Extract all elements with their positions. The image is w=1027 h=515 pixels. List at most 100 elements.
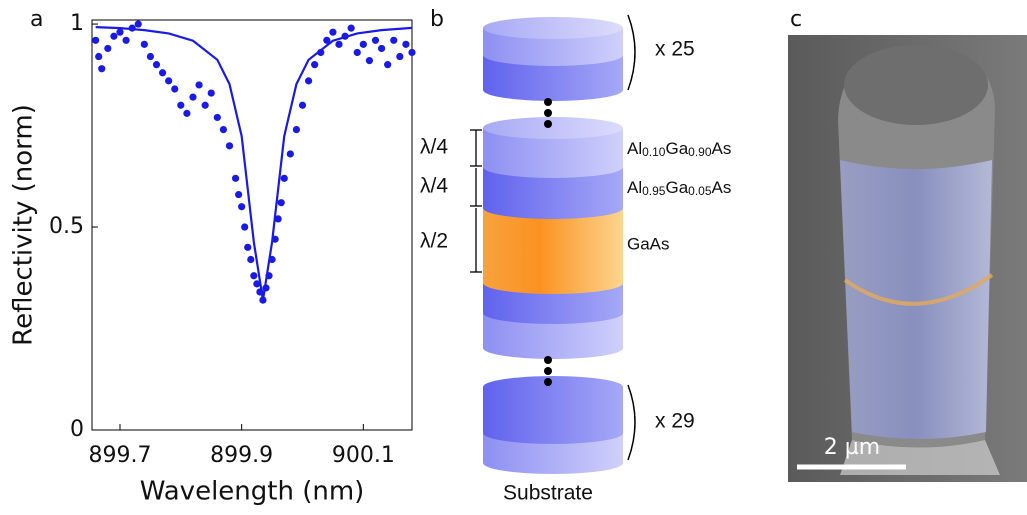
- data-point: [292, 126, 301, 134]
- layer: [483, 422, 623, 444]
- data-point: [277, 199, 285, 207]
- y-tick-label: 0.5: [49, 214, 84, 239]
- data-point: [335, 40, 343, 48]
- data-point: [329, 28, 337, 36]
- data-point: [189, 93, 197, 101]
- data-point: [219, 126, 228, 134]
- fit-line: [95, 26, 413, 301]
- scale-bar-label: 2 µm: [824, 435, 880, 460]
- data-point: [235, 190, 243, 199]
- x-tick-label: 899.9: [210, 443, 273, 468]
- layer: [483, 452, 623, 474]
- data-point: [122, 36, 130, 44]
- data-point: [247, 255, 255, 264]
- panel-label: c: [790, 7, 802, 32]
- data-point: [396, 52, 404, 61]
- data-point: [92, 36, 100, 44]
- repeat-label: x 25: [655, 38, 695, 61]
- data-point: [116, 28, 124, 36]
- data-point: [384, 61, 392, 69]
- layer: [483, 44, 623, 66]
- data-point: [304, 77, 313, 85]
- data-point: [146, 52, 155, 61]
- data-point: [238, 203, 246, 211]
- data-point: [347, 24, 355, 32]
- data-point: [158, 69, 167, 77]
- layer: [483, 197, 623, 219]
- data-point: [171, 85, 179, 93]
- data-point: [241, 223, 249, 231]
- layer: [483, 208, 623, 283]
- data-point: [371, 36, 380, 44]
- substrate-label: Substrate: [503, 482, 593, 505]
- data-point: [323, 36, 331, 44]
- data-point: [195, 81, 203, 89]
- data-point: [207, 89, 215, 97]
- data-point: [253, 280, 261, 288]
- x-axis-title: Wavelength (nm): [140, 477, 365, 507]
- pillar-top: [844, 45, 988, 125]
- data-point: [286, 150, 294, 158]
- layer: [483, 302, 623, 324]
- x-tick-label: 900.1: [332, 443, 395, 468]
- cavity-layer: [843, 273, 994, 306]
- layer-label: Al0.95Ga0.05As: [627, 178, 731, 198]
- data-point: [408, 48, 416, 57]
- data-point: [95, 52, 103, 61]
- layer-stack: [483, 17, 623, 474]
- data-point: [402, 40, 410, 48]
- plot-frame: [91, 19, 413, 431]
- data-point: [359, 40, 367, 48]
- thickness-label: λ/2: [420, 230, 448, 253]
- thickness-label: λ/4: [420, 136, 448, 159]
- data-point: [231, 174, 240, 182]
- panel-label: b: [430, 7, 444, 32]
- data-point: [213, 113, 221, 122]
- data-point: [98, 65, 106, 73]
- panel-c: c 2 µm: [788, 7, 1027, 482]
- data-point: [165, 77, 173, 85]
- layer: [483, 337, 623, 359]
- data-point: [201, 101, 209, 109]
- data-point: [152, 61, 161, 69]
- data-point: [274, 215, 282, 223]
- layer-top: [483, 376, 623, 398]
- data-point: [353, 48, 361, 57]
- layer-label: Al0.10Ga0.90As: [627, 139, 731, 159]
- data-point: [177, 101, 185, 109]
- pillar-dbr: [840, 160, 992, 439]
- layer: [483, 79, 623, 101]
- repeat-label: x 29: [655, 410, 695, 433]
- data-point: [280, 174, 288, 182]
- data-point: [104, 44, 112, 53]
- data-point: [365, 56, 374, 65]
- panel-a: a 0 0.5 1 899.7 899.9 900.1 Wavelength (nm) Ref…: [9, 7, 416, 507]
- layer-top: [483, 17, 623, 39]
- thickness-arrows: [470, 129, 482, 273]
- data-point: [244, 243, 252, 251]
- ellipsis-dots: [544, 98, 552, 386]
- data-point: [377, 44, 386, 53]
- x-tick-label: 899.7: [88, 443, 151, 468]
- thickness-label: λ/4: [420, 175, 448, 198]
- data-point: [134, 20, 142, 28]
- y-tick-label: 0: [70, 417, 84, 442]
- data-point: [183, 109, 191, 117]
- layer: [483, 272, 623, 294]
- panel-label: a: [30, 7, 43, 32]
- braces: [627, 14, 636, 461]
- panel-b: b x 25 x 29 λ/4 λ/4 λ/2 Al0.10Ga0.90As A…: [420, 7, 731, 505]
- data-point: [250, 272, 258, 280]
- layer-top: [483, 117, 623, 139]
- data-point: [311, 61, 319, 69]
- y-tick-label: 1: [70, 11, 84, 36]
- layer-label: GaAs: [627, 234, 670, 253]
- data-point: [390, 36, 398, 44]
- data-point: [140, 40, 148, 48]
- data-point: [298, 101, 307, 109]
- data-point: [110, 32, 118, 40]
- data-point: [225, 142, 234, 150]
- layer: [483, 156, 623, 178]
- y-axis-title: Reflectivity (norm): [9, 104, 39, 346]
